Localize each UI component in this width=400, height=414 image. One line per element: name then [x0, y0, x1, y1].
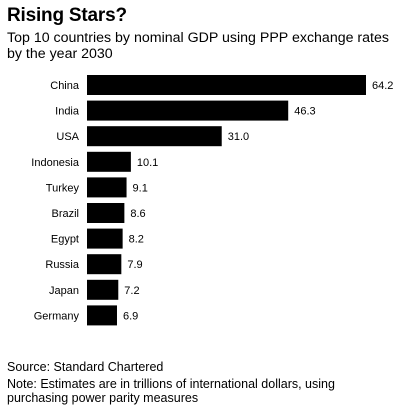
bar-germany: [87, 305, 117, 326]
bar-brazil: [87, 203, 125, 223]
category-label-india: India: [55, 106, 80, 118]
bar-usa: [87, 126, 222, 147]
bar-egypt: [87, 228, 123, 249]
category-label-turkey: Turkey: [46, 182, 80, 194]
category-label-usa: USA: [56, 131, 79, 143]
bar-turkey: [87, 177, 127, 198]
bar-india: [87, 100, 289, 121]
value-label-germany: 6.9: [123, 310, 138, 322]
chart-subtitle: Top 10 countries by nominal GDP using PP…: [7, 30, 389, 62]
source-note: Source: Standard Chartered: [7, 360, 164, 374]
value-label-indonesia: 10.1: [137, 157, 158, 169]
value-label-japan: 7.2: [124, 285, 139, 297]
category-label-brazil: Brazil: [51, 208, 79, 220]
category-label-indonesia: Indonesia: [31, 157, 80, 169]
bar-indonesia: [87, 151, 131, 172]
bar-china: [87, 75, 366, 95]
footnote: Note: Estimates are in trillions of inte…: [7, 377, 335, 405]
value-label-egypt: 8.2: [129, 234, 144, 246]
category-label-japan: Japan: [49, 285, 79, 297]
chart-title: Rising Stars?: [7, 5, 127, 26]
value-label-usa: 31.0: [228, 131, 249, 143]
category-label-china: China: [50, 80, 80, 92]
value-label-russia: 7.9: [127, 259, 142, 271]
category-label-germany: Germany: [34, 310, 80, 322]
category-label-egypt: Egypt: [51, 234, 79, 246]
value-label-brazil: 8.6: [130, 208, 145, 220]
category-label-russia: Russia: [45, 259, 80, 271]
bar-russia: [87, 254, 122, 275]
bar-japan: [87, 279, 119, 300]
value-label-china: 64.2: [372, 80, 393, 92]
value-label-turkey: 9.1: [133, 182, 148, 194]
value-label-india: 46.3: [294, 106, 315, 118]
